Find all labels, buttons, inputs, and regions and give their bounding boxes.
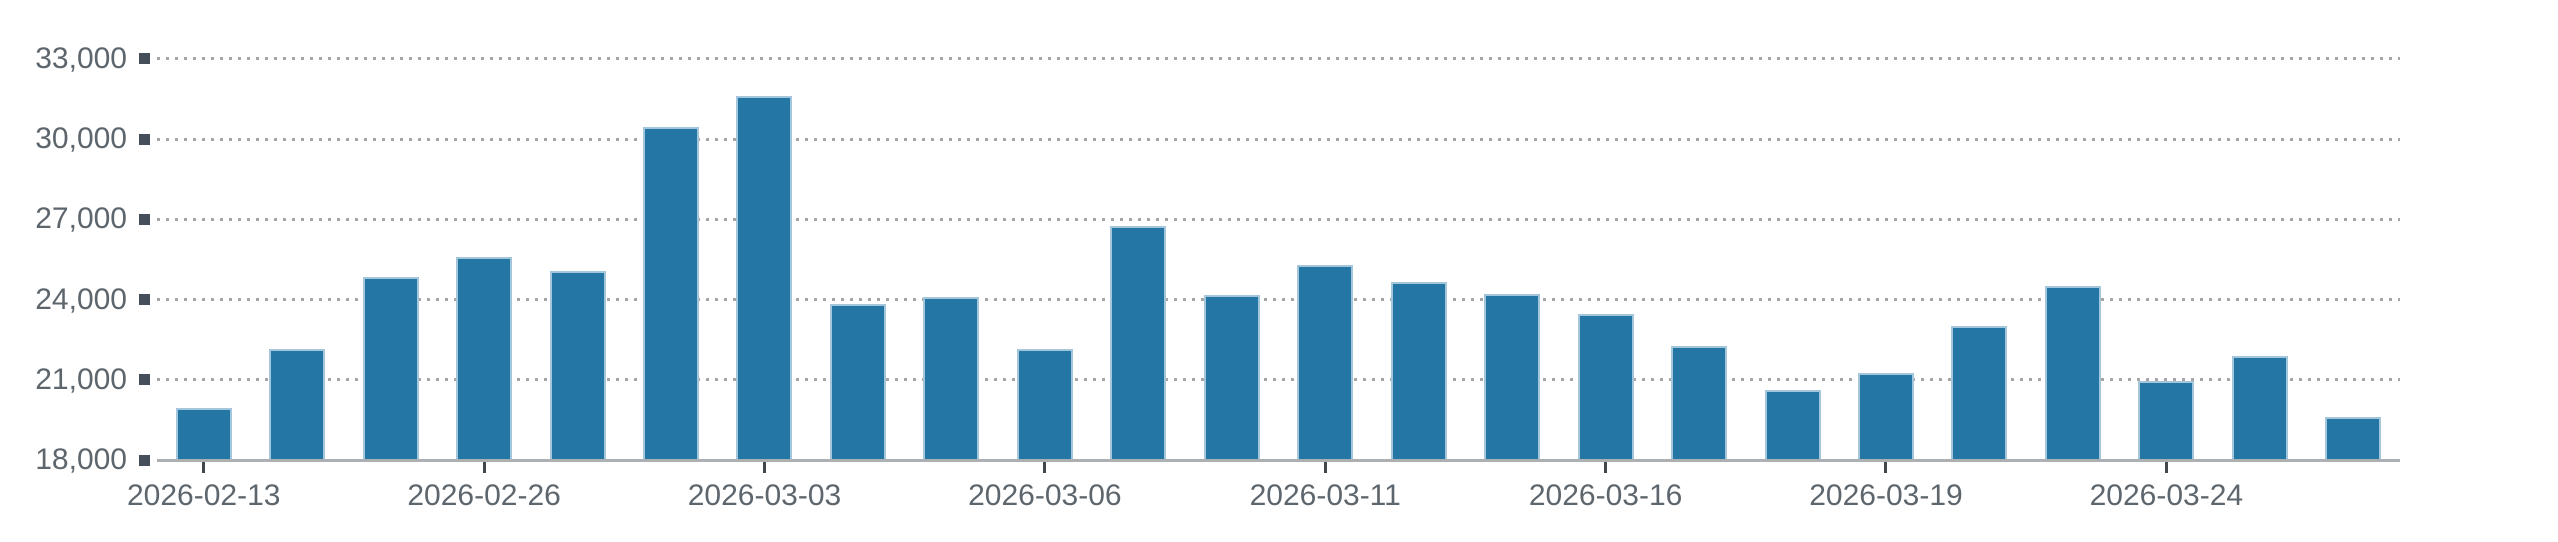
gridline	[157, 217, 2400, 221]
bar	[175, 407, 232, 461]
y-axis-tick-label: 33,000	[35, 41, 127, 75]
x-axis-tick-mark	[482, 462, 486, 473]
x-axis-tick-mark	[762, 462, 766, 473]
y-axis-tick-label: 21,000	[35, 362, 127, 396]
bar	[269, 348, 326, 461]
x-axis-tick-label: 2026-02-26	[407, 479, 561, 512]
bar	[1857, 373, 1914, 461]
y-axis-tick-marker	[139, 53, 150, 65]
y-axis-tick-label: 27,000	[35, 202, 127, 236]
x-axis-tick-label: 2026-03-11	[1249, 479, 1401, 512]
y-axis-tick-marker	[139, 294, 150, 305]
x-axis-tick-mark	[1043, 462, 1047, 473]
gridline	[157, 137, 2400, 141]
bar	[1951, 326, 2008, 461]
y-axis-tick-label: 30,000	[35, 122, 127, 155]
y-axis-tick-label: 24,000	[35, 282, 127, 316]
bar	[1390, 282, 1447, 461]
x-axis-tick-label: 2026-03-19	[1809, 479, 1963, 512]
x-axis-tick-mark	[202, 462, 206, 473]
y-axis-tick-label: 18,000	[35, 443, 127, 476]
bar	[1016, 348, 1073, 461]
y-axis-tick-marker	[139, 213, 150, 225]
x-axis-tick-mark	[1323, 462, 1327, 473]
gridline	[157, 298, 2400, 301]
bar	[1110, 225, 1167, 461]
x-axis-tick-label: 2026-03-24	[2089, 479, 2244, 512]
bar	[736, 96, 793, 461]
bar	[362, 276, 419, 461]
x-axis-tick-mark	[2164, 462, 2168, 473]
bar	[456, 256, 513, 461]
y-axis-tick-marker	[139, 374, 150, 386]
bar	[2138, 381, 2195, 461]
x-axis-tick-mark	[1884, 462, 1888, 473]
bar	[829, 303, 886, 461]
bar	[1764, 390, 1821, 461]
bar	[1484, 294, 1541, 461]
bar	[2044, 286, 2101, 461]
y-axis-tick-marker	[139, 454, 150, 466]
bar	[2325, 417, 2382, 461]
gridline	[157, 57, 2400, 61]
x-axis-tick-label: 2026-03-03	[687, 479, 842, 512]
bar	[923, 296, 980, 461]
x-axis-tick-label: 2026-02-13	[126, 479, 281, 512]
x-axis-tick-label: 2026-03-16	[1528, 479, 1683, 512]
bar	[1577, 314, 1634, 461]
bar	[2231, 355, 2288, 461]
x-axis-tick-label: 2026-03-06	[968, 479, 1122, 512]
y-axis-tick-marker	[139, 133, 150, 145]
bar	[549, 271, 606, 461]
x-axis-tick-mark	[1604, 462, 1608, 473]
x-axis-line	[157, 459, 2400, 462]
bar	[1203, 295, 1260, 461]
bar	[1671, 346, 1728, 461]
bar	[643, 126, 700, 461]
gridline	[157, 378, 2400, 382]
bar	[1297, 264, 1354, 461]
